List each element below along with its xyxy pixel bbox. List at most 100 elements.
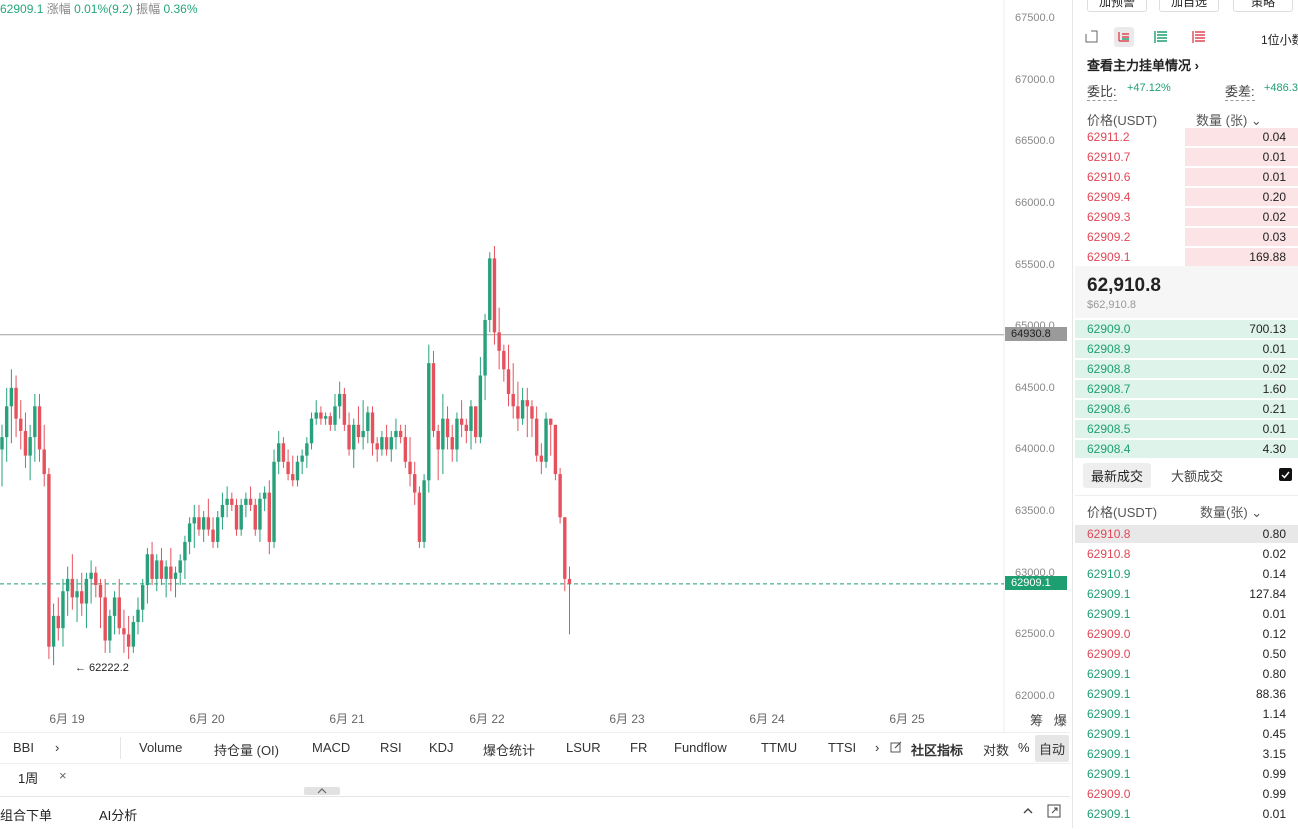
candle-body	[136, 609, 140, 623]
indicator-expand-icon[interactable]: ›	[55, 740, 60, 755]
popout-icon[interactable]	[1047, 804, 1061, 821]
orderbook-qty-header[interactable]: 数量 (张) ⌄	[1196, 113, 1262, 128]
ask-row[interactable]: 62909.3 0.02	[1075, 207, 1298, 227]
candle-body	[47, 474, 51, 647]
candle-body	[80, 591, 84, 604]
bid-row[interactable]: 62908.6 0.21	[1075, 399, 1298, 419]
candle-body	[267, 492, 272, 542]
trade-row[interactable]: 62909.1 0.01	[1075, 804, 1298, 824]
major-orders-link[interactable]: 查看主力挂单情况 ›	[1087, 58, 1199, 73]
tab-large-trades[interactable]: 大额成交	[1171, 469, 1224, 484]
indicator-ttmu[interactable]: TTMU	[761, 740, 798, 755]
candle-body	[530, 406, 534, 419]
row-price: 62909.0	[1087, 322, 1131, 336]
trade-row[interactable]: 62909.1 3.15	[1075, 744, 1298, 764]
price-chart[interactable]: 62909.1 涨幅 0.01%(9.2) 振幅 0.36% 67500.0 67…	[0, 0, 1070, 732]
candle-body	[520, 400, 525, 419]
depth-bar	[1075, 320, 1298, 338]
trade-row[interactable]: 62909.0 0.50	[1075, 644, 1298, 664]
ask-row[interactable]: 62909.1 169.88	[1075, 247, 1298, 267]
indicator-liquidation-stats[interactable]: 爆仓统计	[483, 743, 536, 758]
chip-distribution-tool[interactable]: 筹	[1030, 713, 1044, 728]
row-price: 62910.6	[1087, 170, 1131, 184]
tab-latest-trades[interactable]: 最新成交	[1083, 463, 1152, 488]
depth-bar	[1075, 420, 1298, 438]
trades-qty-header[interactable]: 数量(张) ⌄	[1200, 505, 1263, 520]
indicator-kdj[interactable]: KDJ	[429, 740, 454, 755]
trade-row[interactable]: 62909.1 0.80	[1075, 664, 1298, 684]
decimal-precision-select[interactable]: 1位小数	[1261, 33, 1298, 47]
candle-body	[413, 474, 417, 493]
add-watchlist-button[interactable]: 加自选	[1159, 0, 1219, 12]
candle-body	[450, 437, 454, 450]
row-qty: 0.01	[1262, 607, 1286, 621]
ask-row[interactable]: 62911.2 0.04	[1075, 127, 1298, 147]
ask-row[interactable]: 62910.6 0.01	[1075, 167, 1298, 187]
trade-row[interactable]: 62910.8 0.02	[1075, 544, 1298, 564]
bid-row[interactable]: 62908.5 0.01	[1075, 419, 1298, 439]
indicator-ttsi[interactable]: TTSI	[828, 740, 857, 755]
indicator-lsur[interactable]: LSUR	[566, 740, 601, 755]
trade-row[interactable]: 62909.1 0.99	[1075, 764, 1298, 784]
x-tick-label: 6月 24	[749, 712, 785, 726]
trade-row[interactable]: 62909.1 0.01	[1075, 604, 1298, 624]
trade-row[interactable]: 62909.0 0.12	[1075, 624, 1298, 644]
collapse-up-icon[interactable]	[1022, 805, 1034, 820]
tab-ai-analysis[interactable]: AI分析	[99, 808, 138, 823]
indicator-open-interest[interactable]: 持仓量 (OI)	[214, 743, 279, 758]
bid-row[interactable]: 62909.0 700.13	[1075, 319, 1298, 339]
indicator-rsi[interactable]: RSI	[380, 740, 402, 755]
bid-row[interactable]: 62908.7 1.60	[1075, 379, 1298, 399]
liquidation-tool[interactable]: 爆	[1053, 713, 1067, 728]
candle-body	[56, 615, 60, 629]
percent-scale-toggle[interactable]: %	[1018, 740, 1030, 755]
ask-row[interactable]: 62909.4 0.20	[1075, 187, 1298, 207]
panel-resize-handle[interactable]	[304, 787, 340, 795]
candle-body	[272, 461, 276, 542]
view-bids-icon[interactable]	[1153, 29, 1169, 48]
trade-row[interactable]: 62909.1 1.14	[1075, 704, 1298, 724]
add-alert-button[interactable]: 加预警	[1087, 0, 1147, 12]
trade-row[interactable]: 62909.1 0.45	[1075, 724, 1298, 744]
log-scale-toggle[interactable]: 对数	[983, 743, 1010, 758]
trade-row[interactable]: 62909.1 88.36	[1075, 684, 1298, 704]
bid-row[interactable]: 62908.8 0.02	[1075, 359, 1298, 379]
row-qty: 4.30	[1262, 442, 1286, 456]
tab-combo-order[interactable]: 组合下单	[0, 808, 53, 823]
ask-row[interactable]: 62910.7 0.01	[1075, 147, 1298, 167]
bid-row[interactable]: 62908.4 4.30	[1075, 439, 1298, 459]
y-tick-label: 67500.0	[1015, 12, 1055, 24]
edit-icon[interactable]	[890, 741, 902, 756]
indicator-macd[interactable]: MACD	[312, 740, 351, 755]
candlestick-chart-svg[interactable]	[0, 0, 1070, 732]
indicator-fundflow[interactable]: Fundflow	[674, 740, 727, 755]
indicator-bbi[interactable]: BBI	[13, 740, 34, 755]
indicator-scroll-right-icon[interactable]: ›	[875, 740, 880, 755]
indicator-volume[interactable]: Volume	[139, 740, 183, 755]
view-both-icon[interactable]	[1114, 27, 1134, 47]
trade-row[interactable]: 62910.9 0.14	[1075, 564, 1298, 584]
candle-body	[488, 258, 492, 321]
community-indicators[interactable]: 社区指标	[911, 743, 964, 758]
candle-body	[328, 416, 332, 425]
expand-icon[interactable]	[1085, 30, 1098, 46]
period-label[interactable]: 1周	[18, 771, 39, 786]
trade-row[interactable]: 62910.8 0.80	[1075, 524, 1298, 544]
auto-scale-toggle[interactable]: 自动	[1035, 735, 1070, 762]
candle-body	[539, 455, 544, 462]
y-tick-label: 65500.0	[1015, 258, 1055, 271]
indicator-fr[interactable]: FR	[630, 740, 648, 755]
candle-body	[563, 517, 567, 579]
mid-price: 62,910.8	[1087, 275, 1161, 296]
strategy-button[interactable]: 策略	[1233, 0, 1293, 12]
bid-row[interactable]: 62908.9 0.01	[1075, 339, 1298, 359]
horizontal-line-price-tag[interactable]: 64930.8	[1005, 327, 1067, 341]
ask-row[interactable]: 62909.2 0.03	[1075, 227, 1298, 247]
row-price: 62909.0	[1087, 627, 1131, 641]
trade-row[interactable]: 62909.0 0.99	[1075, 784, 1298, 804]
candle-body	[108, 615, 112, 641]
period-close-icon[interactable]: ×	[59, 768, 67, 783]
checkbox-large-trades[interactable]	[1279, 468, 1292, 481]
trade-row[interactable]: 62909.1 127.84	[1075, 584, 1298, 604]
view-asks-icon[interactable]	[1191, 29, 1207, 48]
